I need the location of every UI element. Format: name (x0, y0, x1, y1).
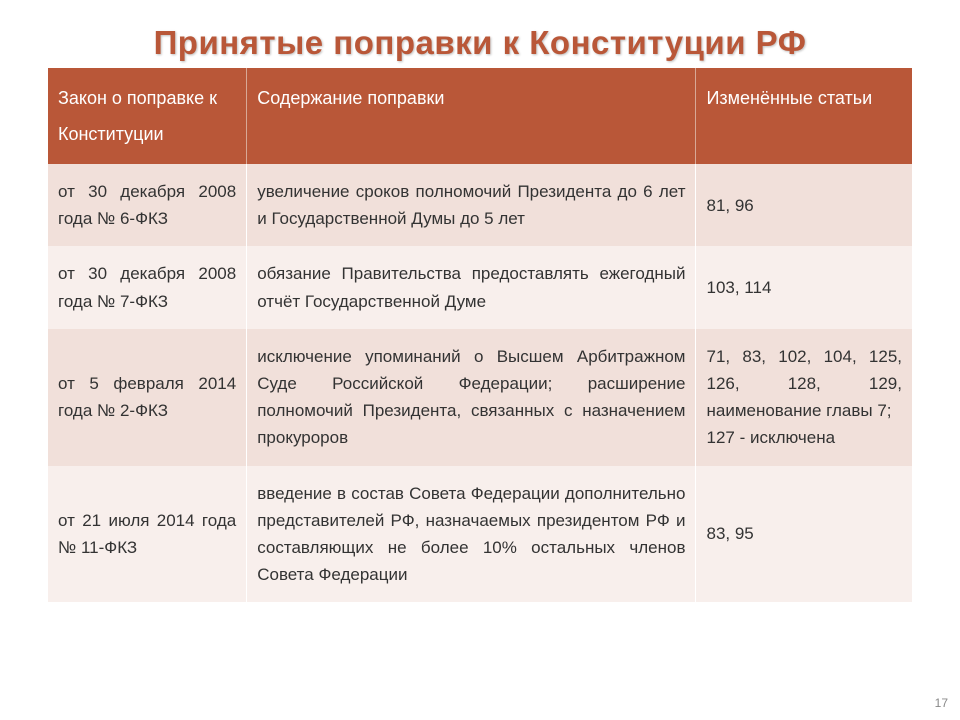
table-row: от 30 декабря 2008 года № 7-ФКЗ обязание… (48, 246, 912, 328)
cell-articles: 71, 83, 102, 104, 125, 126, 128, 129, на… (696, 329, 912, 466)
cell-desc: исключение упоминаний о Высшем Арбитражн… (247, 329, 696, 466)
table-row: от 30 декабря 2008 года № 6-ФКЗ увеличен… (48, 164, 912, 246)
table-row: от 5 февраля 2014 года № 2-ФКЗ исключени… (48, 329, 912, 466)
cell-law: от 30 декабря 2008 года № 6-ФКЗ (48, 164, 247, 246)
col-header-desc: Содержание поправки (247, 68, 696, 164)
cell-articles: 81, 96 (696, 164, 912, 246)
col-header-law: Закон о поправке к Конституции (48, 68, 247, 164)
cell-articles: 83, 95 (696, 466, 912, 603)
amendments-table: Закон о поправке к Конституции Содержани… (48, 68, 912, 602)
cell-law: от 30 декабря 2008 года № 7-ФКЗ (48, 246, 247, 328)
cell-law: от 21 июля 2014 года № 11-ФКЗ (48, 466, 247, 603)
cell-desc: обязание Правительства предоставлять еже… (247, 246, 696, 328)
cell-articles: 103, 114 (696, 246, 912, 328)
col-header-articles: Изменённые статьи (696, 68, 912, 164)
table-row: от 21 июля 2014 года № 11-ФКЗ введение в… (48, 466, 912, 603)
cell-desc: введение в состав Совета Федерации допол… (247, 466, 696, 603)
slide-title: Принятые поправки к Конституции РФ (48, 24, 912, 62)
cell-law: от 5 февраля 2014 года № 2-ФКЗ (48, 329, 247, 466)
cell-desc: увеличение сроков полномочий Президента … (247, 164, 696, 246)
page-number: 17 (935, 696, 948, 710)
